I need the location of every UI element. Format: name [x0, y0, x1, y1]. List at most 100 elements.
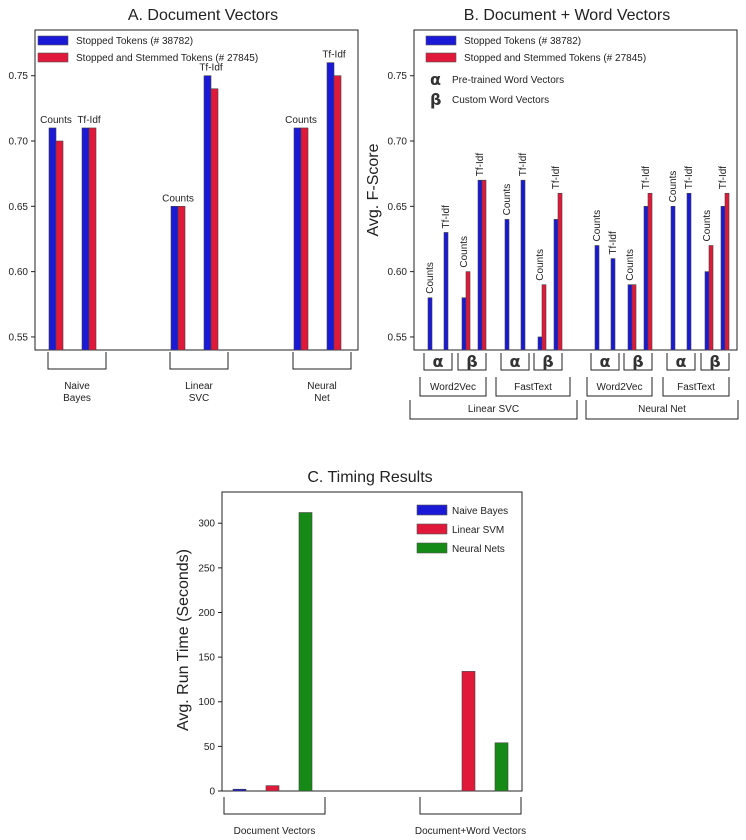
panel-b-model-label: Word2Vec: [430, 382, 476, 393]
panel-c-bar-green: [298, 512, 313, 792]
panel-b-bar-label: Tf-Idf: [608, 231, 619, 255]
panel-a-bar-stopped: [170, 206, 179, 351]
panel-b-bar-label: Counts: [425, 262, 436, 294]
panel-a-group-label: Bayes: [63, 393, 91, 404]
panel-b-bar-label: Tf-Idf: [518, 153, 529, 177]
panel-b-legend-swatch: [425, 35, 457, 46]
panel-b-bar-label: Counts: [702, 210, 713, 242]
panel-a-group-bracket: [292, 352, 352, 370]
panel-b-model-bracket: [495, 377, 571, 397]
panel-c-bar-red: [461, 671, 476, 792]
panel-a-bar-stemmed: [300, 127, 309, 351]
panel-b-symbol-label: α: [510, 352, 521, 371]
panel-b-note-symbol: β: [430, 90, 441, 109]
panel-c-bar-green: [494, 742, 509, 792]
panel-b-classifier-bracket: [585, 400, 739, 420]
panel-b-symbol-bracket: [700, 353, 730, 371]
panel-c-category-bracket: [419, 797, 522, 815]
panel-a-bar-stemmed: [177, 206, 186, 351]
panel-a-bar-label: Counts: [285, 115, 317, 126]
panel-b-legend-label: Stopped and Stemmed Tokens (# 27845): [464, 53, 646, 64]
panel-b-symbol-bracket: [623, 353, 653, 371]
panel-a-bar-label: Counts: [40, 115, 72, 126]
panel-a-bar-stopped: [48, 127, 57, 351]
panel-b-bar-label: Counts: [502, 184, 513, 216]
panel-c-category-label: Document Vectors: [234, 826, 316, 837]
panel-b-bar-stopped: [627, 284, 633, 351]
panel-a-bar-stemmed: [333, 75, 342, 351]
panel-a-group-label: Naive: [64, 381, 90, 392]
panel-a-group-bracket: [47, 352, 107, 370]
panel-c-ytick-label: 250: [198, 563, 215, 574]
panel-a-bar-label: Tf-Idf: [322, 50, 346, 61]
panel-a-group-label: SVC: [189, 393, 210, 404]
panel-a-bar-label: Tf-Idf: [199, 63, 223, 74]
panel-b-bar-stemmed: [724, 192, 730, 351]
panel-b-bar-stopped: [427, 297, 433, 351]
panel-b-classifier-bracket: [409, 400, 578, 420]
panel-b-symbol-label: β: [632, 352, 643, 371]
panel-b-bar-label: Counts: [592, 210, 603, 242]
panel-b-bar-label: Counts: [459, 236, 470, 268]
panel-b-symbol-bracket: [533, 353, 563, 371]
panel-b-bar-stemmed: [557, 192, 563, 351]
panel-c-ylabel: Avg. Run Time (Seconds): [175, 549, 192, 731]
panel-c-category-label: Document+Word Vectors: [415, 826, 526, 837]
panel-b-bar-stopped: [686, 192, 692, 351]
panel-b-model-bracket: [662, 377, 730, 397]
panel-b-ytick-label: 0.75: [388, 71, 408, 82]
panel-a-bar-stopped: [81, 127, 90, 351]
panel-c-ytick-label: 150: [198, 653, 215, 664]
panel-c-legend-swatch: [416, 542, 448, 554]
panel-a-bar-stemmed: [210, 88, 219, 351]
panel-b-classifier-label: Linear SVC: [468, 404, 519, 415]
panel-a-bar-stopped: [203, 75, 212, 351]
panel-a-group-bracket: [169, 352, 229, 370]
panel-b-symbol-bracket: [590, 353, 620, 371]
panel-b-bar-stopped: [504, 219, 510, 351]
panel-b-symbol-label: α: [676, 352, 687, 371]
panel-b-bar-stopped: [553, 219, 559, 351]
panel-b: B. Document + Word Vectors Avg. F-Score …: [365, 7, 739, 420]
panel-c-ytick-label: 0: [209, 787, 215, 798]
panel-b-note-label: Custom Word Vectors: [452, 95, 549, 106]
panel-c-bar-red: [265, 785, 280, 792]
panel-b-ytick-label: 0.70: [388, 137, 408, 148]
panel-a-bar-stopped: [326, 62, 335, 351]
panel-c-legend-label: Naive Bayes: [452, 506, 508, 517]
panel-a-group-label: Neural: [307, 381, 336, 392]
panel-b-bar-stemmed: [541, 284, 547, 351]
panel-c-legend-swatch: [416, 504, 448, 516]
panel-b-bar-label: Tf-Idf: [641, 166, 652, 190]
panel-b-note-label: Pre-trained Word Vectors: [452, 75, 564, 86]
panel-b-symbol-bracket: [500, 353, 530, 371]
panel-c-ytick-label: 200: [198, 608, 215, 619]
panel-a-title: A. Document Vectors: [128, 7, 278, 24]
panel-b-note-symbol: α: [430, 70, 441, 89]
panel-a-legend-swatch: [37, 35, 69, 46]
panel-a-axes: [34, 29, 359, 351]
panel-c-ytick-label: 100: [198, 697, 215, 708]
panel-c-bar-blue: [232, 788, 247, 792]
panel-b-bar-stopped: [720, 206, 726, 351]
panel-b-legend-swatch: [425, 52, 457, 63]
panel-b-ytick-label: 0.60: [388, 267, 408, 278]
panel-b-symbol-label: β: [542, 352, 553, 371]
panel-b-bar-label: Counts: [535, 249, 546, 281]
panel-b-bar-stemmed: [631, 284, 637, 351]
panel-b-model-bracket: [586, 377, 653, 397]
panel-a-legend-label: Stopped Tokens (# 38782): [76, 36, 193, 47]
panel-b-bar-label: Tf-Idf: [475, 153, 486, 177]
panel-a-bar-label: Counts: [162, 193, 194, 204]
panel-b-bar-label: Tf-Idf: [441, 205, 452, 229]
panel-b-ytick-label: 0.55: [388, 332, 408, 343]
panel-c-ytick-label: 50: [204, 742, 216, 753]
panel-b-bar-stopped: [704, 271, 710, 351]
panel-c-axes: [221, 491, 523, 792]
panel-b-bar-stopped: [537, 336, 543, 351]
panel-b-symbol-bracket: [666, 353, 696, 371]
panel-b-bar-stopped: [461, 297, 467, 351]
panel-b-ytick-label: 0.65: [388, 202, 408, 213]
panel-b-bar-label: Tf-Idf: [551, 166, 562, 190]
panel-b-bar-label: Counts: [668, 171, 679, 203]
